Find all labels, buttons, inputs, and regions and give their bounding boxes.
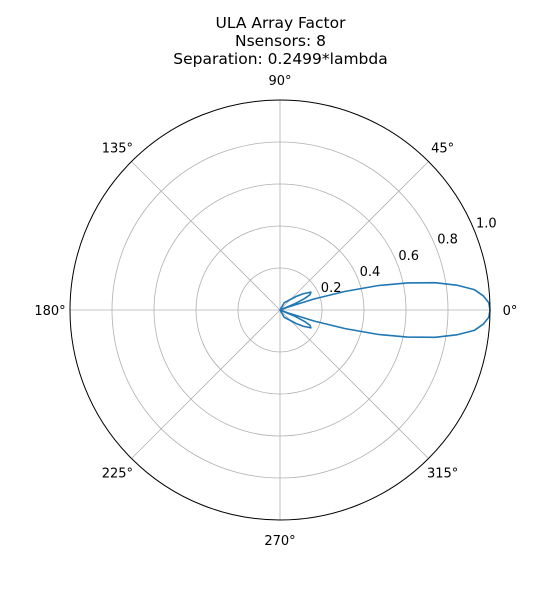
angular-gridline xyxy=(131,309,281,459)
angular-gridline xyxy=(131,161,281,311)
angular-gridline xyxy=(279,309,429,459)
radial-tick-label: 0.4 xyxy=(360,265,381,280)
angular-tick-label: 315° xyxy=(427,467,458,482)
grid-layer xyxy=(70,100,490,520)
polar-frame xyxy=(69,99,491,521)
chart-title: ULA Array Factor Nsensors: 8 Separation:… xyxy=(0,14,547,68)
angular-tick-label: 0° xyxy=(503,304,518,319)
angular-tick-label: 225° xyxy=(102,467,133,482)
angular-gridline xyxy=(279,161,429,311)
title-line-3: Separation: 0.2499*lambda xyxy=(173,50,388,68)
angular-tick-label: 45° xyxy=(431,141,454,156)
angular-tick-label: 180° xyxy=(34,304,65,319)
radial-tick-label: 1.0 xyxy=(476,217,497,232)
angular-tick-label: 135° xyxy=(102,141,133,156)
title-line-2: Nsensors: 8 xyxy=(234,32,327,50)
label-layer: 0.2 0.4 0.6 0.8 1.0 0° 45° 90° 135° 180° 225° 270° 3… xyxy=(34,74,517,549)
angular-tick-label: 90° xyxy=(268,74,291,89)
radial-tick-label: 0.2 xyxy=(321,281,342,296)
frame-layer xyxy=(69,99,491,521)
title-line-1: ULA Array Factor xyxy=(215,14,346,32)
radial-tick-label: 0.8 xyxy=(437,233,458,248)
radial-tick-label: 0.6 xyxy=(398,249,419,264)
angular-tick-label: 270° xyxy=(264,534,295,549)
